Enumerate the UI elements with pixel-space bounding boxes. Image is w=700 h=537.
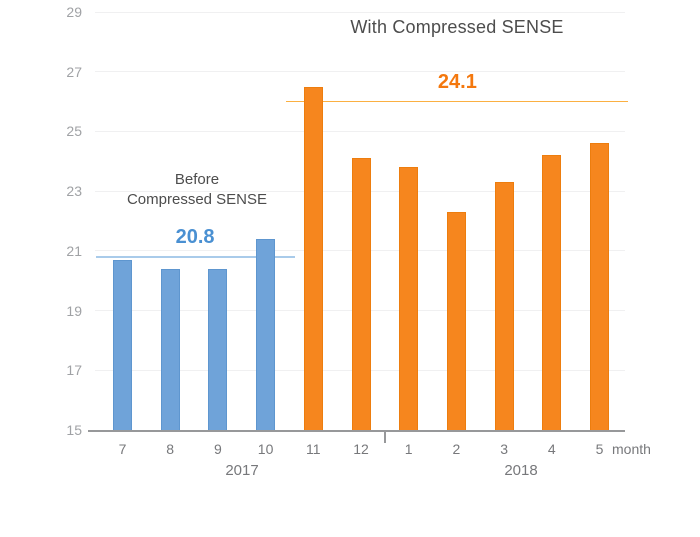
bar-month-2 [446,212,466,430]
bar-month-10 [256,238,276,430]
axis-baseline [88,430,625,432]
before-label-line2: Compressed SENSE [126,191,268,208]
avg-label-after: 24.1 [437,70,477,93]
chart-title: With Compressed SENSE [350,17,564,37]
year-label-2017: 2017 [225,462,259,479]
bar-month-5 [590,143,609,430]
before-label-line1: Before [174,171,220,188]
x-tick-label-1: 1 [404,441,413,457]
bar-month-11 [303,86,323,430]
y-tick-label-15: 15 [66,422,82,438]
y-tick-label-17: 17 [66,362,82,379]
x-tick-label-9: 9 [213,441,222,457]
x-tick-label-3: 3 [500,441,508,457]
x-tick-label-4: 4 [547,441,556,457]
x-tick-label-2: 2 [452,441,461,457]
x-tick-label-10: 10 [257,441,274,457]
gridline-25 [95,130,625,132]
y-tick-label-29: 29 [66,4,82,20]
x-tick-label-11: 11 [306,441,321,457]
bar-month-3 [494,182,514,430]
x-tick-label-7: 7 [118,441,127,457]
bar-month-9 [208,268,228,430]
y-tick-label-19: 19 [66,302,82,319]
year-label-2018: 2018 [504,462,538,479]
y-tick-label-21: 21 [66,242,82,259]
before-compressed-sense-label: Before Compressed SENSE [97,170,297,210]
bar-month-12 [351,158,371,430]
gridline-29 [95,11,625,13]
month-unit-label: month [612,441,651,457]
x-tick-label-5: 5 [595,441,604,457]
gridline-27 [95,71,625,73]
avg-line-before [95,255,295,258]
y-tick-label-23: 23 [66,183,82,200]
bar-month-8 [160,268,180,430]
avg-label-before: 20.8 [175,225,215,248]
avg-line-after [286,100,629,103]
year-separator-tick [383,430,386,443]
x-tick-label-12: 12 [353,441,369,457]
bar-month-1 [399,167,419,430]
x-tick-label-8: 8 [166,441,175,457]
bar-month-7 [113,259,132,430]
bar-month-4 [542,155,562,430]
y-tick-label-27: 27 [66,63,82,80]
y-tick-label-25: 25 [66,123,82,140]
